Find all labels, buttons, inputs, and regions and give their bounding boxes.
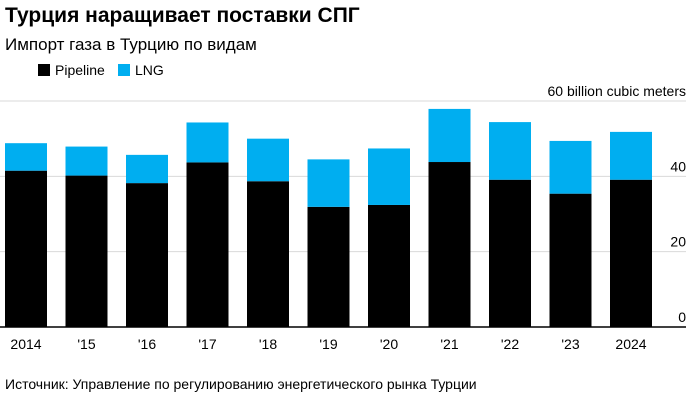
x-tick-label: '18 [259,336,277,352]
bar-pipeline [307,206,350,327]
source-note: Источник: Управление по регулированию эн… [5,376,477,392]
legend-label-pipeline: Pipeline [55,62,105,78]
bar-lng [186,122,229,163]
x-tick-label: '20 [380,336,398,352]
bar-pipeline [549,193,592,327]
x-axis: 2014 '15 '16 '17 '18 '19 '20 '21 '22 '23 2024 [10,336,646,352]
bar-lng [368,148,410,205]
bar-lng [5,143,47,171]
chart-subtitle: Импорт газа в Турцию по видам [5,35,257,54]
y-tick-label: 0 [678,309,686,325]
bar-lng [126,154,168,184]
x-tick-label: '16 [138,336,156,352]
bar-pipeline [368,204,410,327]
bar-pipeline [126,183,168,327]
bar-pipeline [428,162,471,327]
bar-lng [247,138,289,182]
legend-label-lng: LNG [135,62,164,78]
y-axis: 0 20 40 60 billion cubic meters [547,83,686,325]
bar-lng [610,131,652,180]
bar-lng [489,122,531,180]
bar-pipeline [65,175,108,327]
y-tick-label: 60 billion cubic meters [547,83,686,99]
chart-title: Турция наращивает поставки СПГ [5,4,360,27]
x-tick-label: 2024 [615,336,646,352]
bar-pipeline [610,179,652,327]
x-tick-label: '23 [561,336,579,352]
bar-pipeline [247,181,289,327]
bar-lng [428,108,471,163]
x-tick-label: '22 [501,336,519,352]
bar-pipeline [186,162,229,327]
legend: Pipeline LNG [38,62,164,78]
legend-swatch-lng [118,64,130,76]
x-tick-label: '21 [440,336,458,352]
x-tick-label: '15 [77,336,95,352]
bar-pipeline [489,179,531,327]
legend-swatch-pipeline [38,64,50,76]
bar-pipeline [5,170,47,327]
bar-lng [307,159,350,207]
x-tick-label: '19 [319,336,337,352]
bars [5,108,652,327]
y-tick-label: 40 [670,158,686,174]
bar-lng [549,140,592,194]
bar-lng [65,146,108,176]
y-tick-label: 20 [670,234,686,250]
x-tick-label: '17 [198,336,216,352]
x-tick-label: 2014 [10,336,41,352]
